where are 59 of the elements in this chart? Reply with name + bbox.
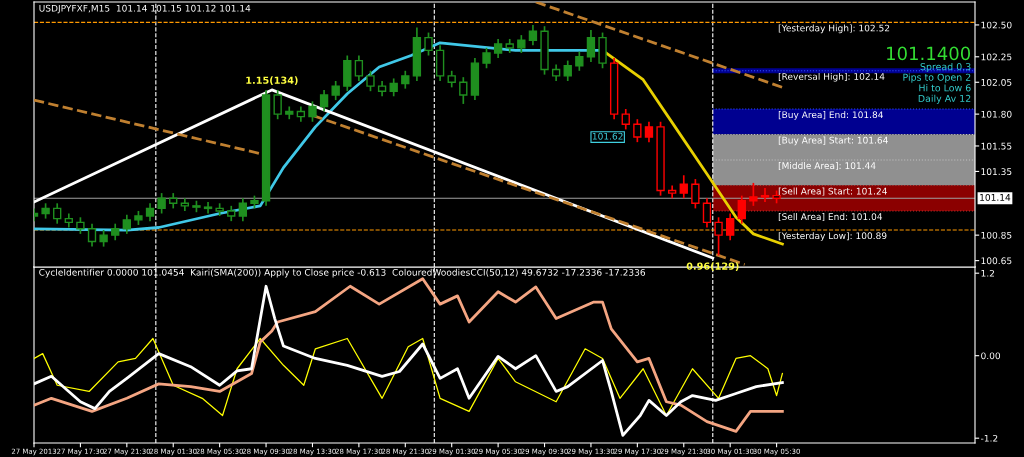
candlestick	[726, 212, 735, 242]
ref-line-label: [Sell Area] End: 101.04	[778, 213, 883, 222]
ref-line-label: [Buy Area] Start: 101.64	[778, 136, 888, 146]
annotation: Pips to Open 2	[903, 73, 971, 83]
y-tick-label: 102.05	[981, 78, 1012, 86]
y-tick-label: 100.85	[981, 231, 1012, 239]
candlestick	[122, 213, 131, 235]
candlestick	[308, 100, 317, 123]
line-series	[34, 337, 784, 417]
ref-line-label: [Yesterday Low]: 100.89	[778, 232, 887, 241]
candlestick	[575, 50, 584, 72]
annotation: 1.15(134)	[246, 76, 298, 85]
ref-line-label: [Buy Area] End: 101.84	[778, 111, 884, 120]
candlestick	[238, 197, 248, 222]
candlestick	[331, 80, 340, 101]
candlestick	[691, 178, 700, 210]
y-tick-label: 100.65	[981, 257, 1012, 265]
chart-title: USDJPYFXF,M15 101.14 101.15 101.12 101.14	[39, 4, 251, 14]
candlestick	[563, 59, 572, 82]
candlestick	[482, 47, 491, 70]
ref-line-label: [Sell Area] Start: 101.24	[778, 187, 887, 196]
candlestick	[737, 194, 746, 225]
ref-line-label: [Reversal High]: 102.14	[778, 72, 885, 82]
y-tick-label: 0.00	[981, 352, 1001, 360]
candlestick	[633, 118, 642, 143]
ref-line-label: 101.14	[980, 193, 1011, 201]
candlestick	[366, 69, 375, 93]
annotation: Daily Av 12	[918, 94, 971, 104]
candlestick	[53, 202, 62, 225]
chart-title: CycleIdentifier 0.0000 101.0454 Kairi(SMA(200)) Apply to Close price -0.613 ColouredWoodiesCCI(50,12) 49.6732 -17.2336 -17.2336	[39, 268, 646, 278]
candlestick	[319, 89, 329, 113]
candlestick	[493, 38, 503, 59]
candlestick	[459, 76, 468, 105]
candlestick	[424, 31, 433, 57]
y-tick-label: 101.55	[981, 142, 1012, 150]
y-tick-label: 102.25	[981, 53, 1012, 61]
candlestick	[273, 89, 282, 121]
candlestick	[679, 174, 688, 200]
y-tick-label: 102.50	[981, 21, 1012, 29]
candlestick	[157, 192, 166, 215]
annotation: 101.62	[592, 132, 623, 140]
candlestick	[702, 197, 712, 229]
candlestick	[621, 108, 630, 131]
candlestick	[714, 216, 723, 257]
y-tick-label: 101.35	[981, 168, 1012, 176]
annotation: Hi to Low 6	[919, 84, 971, 92]
ref-line-label: [Yesterday High]: 102.52	[778, 24, 890, 34]
candlestick	[644, 120, 654, 143]
candlestick	[586, 29, 596, 63]
candlestick	[749, 182, 758, 207]
candlestick	[87, 222, 97, 248]
candlestick	[528, 24, 538, 47]
y-tick-label: -1.2	[981, 434, 998, 442]
candlestick	[354, 54, 364, 82]
ref-line-label: [Middle Area]: 101.44	[778, 162, 876, 171]
y-tick-label: 1.2	[981, 269, 995, 277]
annotation: 101.1400	[887, 46, 971, 61]
y-tick-label: 101.80	[981, 110, 1012, 118]
candlestick	[760, 187, 770, 203]
